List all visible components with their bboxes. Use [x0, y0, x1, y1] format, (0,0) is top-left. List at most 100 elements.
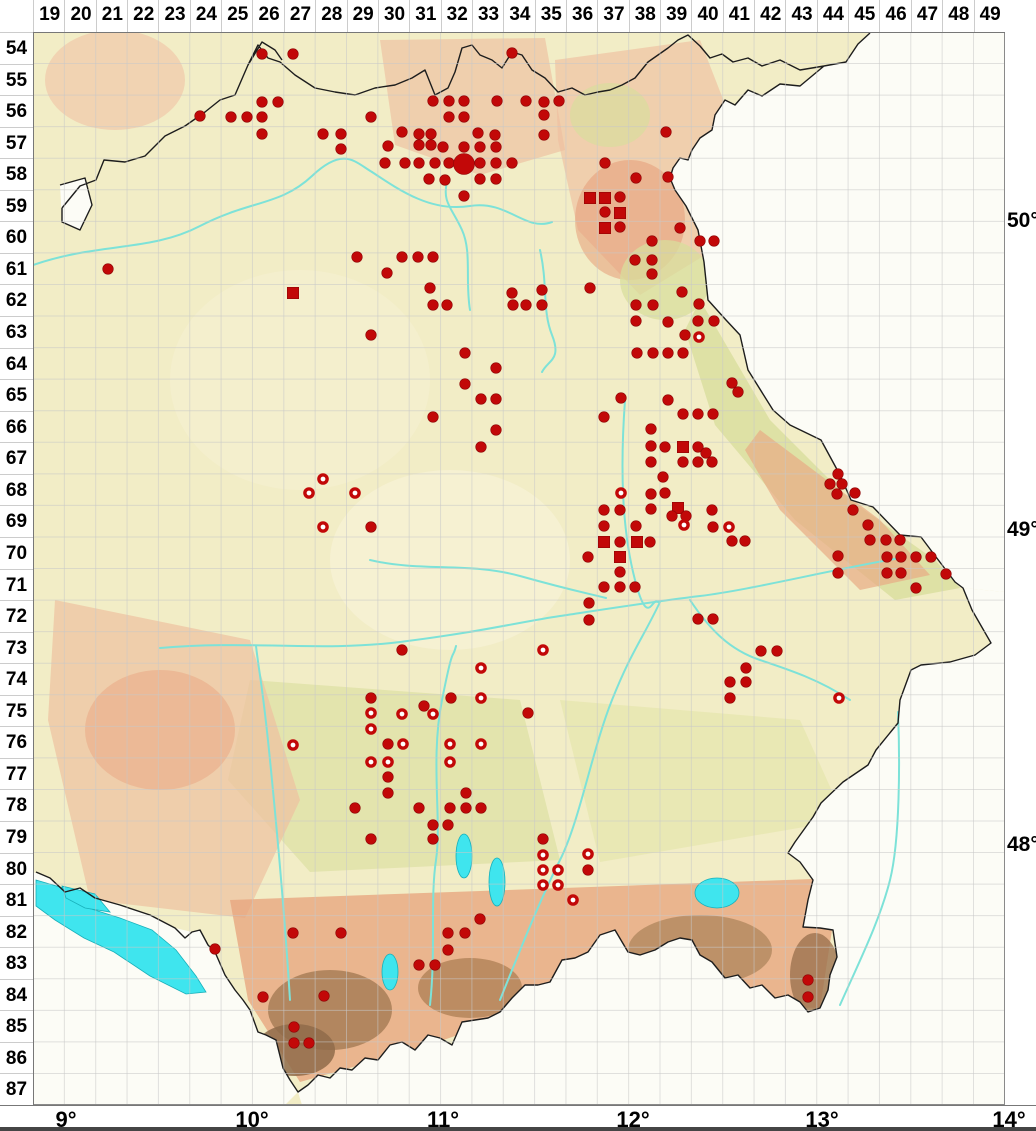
filled-circle-record[interactable] — [740, 662, 752, 674]
open-circle-record[interactable] — [365, 723, 377, 735]
filled-square-record[interactable] — [671, 501, 684, 514]
filled-circle-record[interactable] — [520, 299, 532, 311]
filled-circle-record[interactable] — [724, 676, 736, 688]
filled-circle-record[interactable] — [614, 566, 626, 578]
filled-circle-record[interactable] — [287, 48, 299, 60]
filled-circle-record[interactable] — [256, 111, 268, 123]
filled-circle-record[interactable] — [475, 802, 487, 814]
filled-circle-record[interactable] — [832, 468, 844, 480]
filled-circle-record[interactable] — [489, 129, 501, 141]
filled-circle-record[interactable] — [832, 550, 844, 562]
filled-circle-record[interactable] — [740, 676, 752, 688]
filled-square-record[interactable] — [630, 535, 643, 548]
filled-circle-record[interactable] — [706, 456, 718, 468]
filled-circle-record[interactable] — [707, 408, 719, 420]
open-circle-record[interactable] — [427, 708, 439, 720]
open-circle-record[interactable] — [693, 331, 705, 343]
filled-circle-record[interactable] — [490, 393, 502, 405]
filled-circle-record[interactable] — [836, 478, 848, 490]
filled-circle-record[interactable] — [365, 329, 377, 341]
filled-circle-record[interactable] — [225, 111, 237, 123]
filled-circle-record[interactable] — [615, 392, 627, 404]
filled-circle-record[interactable] — [583, 597, 595, 609]
open-circle-record[interactable] — [444, 738, 456, 750]
filled-circle-record[interactable] — [490, 173, 502, 185]
filled-circle-record[interactable] — [382, 787, 394, 799]
filled-circle-record[interactable] — [413, 128, 425, 140]
filled-circle-record[interactable] — [538, 109, 550, 121]
filled-circle-record[interactable] — [631, 347, 643, 359]
filled-circle-record[interactable] — [706, 504, 718, 516]
filled-circle-record[interactable] — [425, 128, 437, 140]
filled-circle-record[interactable] — [614, 191, 626, 203]
filled-circle-record[interactable] — [538, 96, 550, 108]
filled-circle-record[interactable] — [349, 802, 361, 814]
filled-circle-record[interactable] — [396, 251, 408, 263]
filled-circle-record[interactable] — [335, 927, 347, 939]
filled-circle-record[interactable] — [256, 96, 268, 108]
filled-circle-record[interactable] — [288, 1037, 300, 1049]
filled-circle-record[interactable] — [536, 299, 548, 311]
filled-circle-record[interactable] — [256, 128, 268, 140]
filled-circle-record[interactable] — [707, 521, 719, 533]
filled-circle-record[interactable] — [427, 95, 439, 107]
filled-circle-record[interactable] — [582, 864, 594, 876]
filled-circle-record[interactable] — [598, 581, 610, 593]
filled-circle-record[interactable] — [490, 141, 502, 153]
filled-circle-record[interactable] — [427, 819, 439, 831]
filled-circle-record[interactable] — [726, 377, 738, 389]
filled-circle-record[interactable] — [437, 141, 449, 153]
filled-circle-record[interactable] — [459, 347, 471, 359]
filled-circle-record[interactable] — [881, 567, 893, 579]
filled-circle-record[interactable] — [441, 299, 453, 311]
open-circle-record[interactable] — [365, 756, 377, 768]
filled-circle-record[interactable] — [458, 111, 470, 123]
filled-circle-record[interactable] — [862, 519, 874, 531]
filled-circle-record[interactable] — [303, 1037, 315, 1049]
filled-circle-record[interactable] — [536, 284, 548, 296]
filled-circle-record[interactable] — [443, 111, 455, 123]
filled-circle-record[interactable] — [382, 738, 394, 750]
filled-circle-record[interactable] — [442, 819, 454, 831]
filled-circle-record[interactable] — [614, 504, 626, 516]
filled-circle-record[interactable] — [396, 644, 408, 656]
filled-circle-record[interactable] — [910, 551, 922, 563]
large-filled-circle-record[interactable] — [453, 153, 475, 175]
filled-circle-record[interactable] — [442, 927, 454, 939]
filled-circle-record[interactable] — [646, 254, 658, 266]
filled-circle-record[interactable] — [413, 802, 425, 814]
filled-circle-record[interactable] — [894, 534, 906, 546]
filled-square-record[interactable] — [598, 192, 611, 205]
filled-circle-record[interactable] — [475, 441, 487, 453]
filled-circle-record[interactable] — [662, 347, 674, 359]
filled-circle-record[interactable] — [646, 235, 658, 247]
filled-circle-record[interactable] — [396, 126, 408, 138]
filled-circle-record[interactable] — [413, 157, 425, 169]
filled-circle-record[interactable] — [693, 298, 705, 310]
filled-circle-record[interactable] — [257, 991, 269, 1003]
filled-circle-record[interactable] — [677, 347, 689, 359]
filled-circle-record[interactable] — [583, 614, 595, 626]
filled-circle-record[interactable] — [209, 943, 221, 955]
filled-circle-record[interactable] — [732, 386, 744, 398]
filled-circle-record[interactable] — [662, 171, 674, 183]
filled-circle-record[interactable] — [832, 567, 844, 579]
filled-circle-record[interactable] — [895, 551, 907, 563]
filled-circle-record[interactable] — [490, 424, 502, 436]
filled-circle-record[interactable] — [629, 254, 641, 266]
filled-circle-record[interactable] — [427, 251, 439, 263]
filled-circle-record[interactable] — [726, 535, 738, 547]
filled-circle-record[interactable] — [194, 110, 206, 122]
filled-circle-record[interactable] — [335, 128, 347, 140]
filled-square-record[interactable] — [598, 222, 611, 235]
filled-circle-record[interactable] — [824, 478, 836, 490]
filled-circle-record[interactable] — [490, 157, 502, 169]
filled-circle-record[interactable] — [472, 127, 484, 139]
filled-circle-record[interactable] — [399, 157, 411, 169]
open-circle-record[interactable] — [537, 644, 549, 656]
filled-circle-record[interactable] — [662, 394, 674, 406]
filled-square-record[interactable] — [583, 192, 596, 205]
filled-circle-record[interactable] — [538, 129, 550, 141]
filled-circle-record[interactable] — [831, 488, 843, 500]
filled-circle-record[interactable] — [724, 692, 736, 704]
